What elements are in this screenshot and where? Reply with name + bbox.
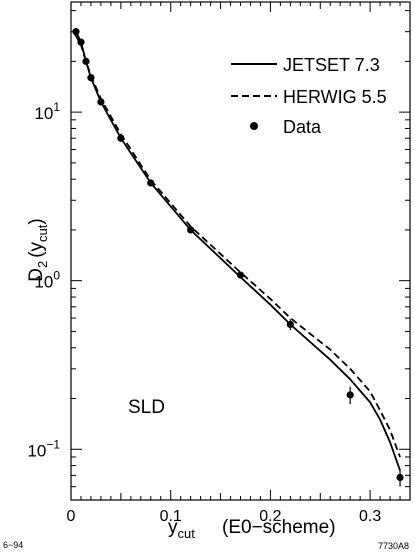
data-point [77,38,85,46]
data-point [82,57,90,65]
legend-label-data: Data [283,117,322,137]
data-point [147,179,155,187]
axis-ticks [70,2,411,501]
data-point [236,271,245,279]
plot-frame [70,1,411,501]
legend-data-marker [250,122,258,130]
herwig-curve [74,33,401,458]
data-point [72,28,80,36]
data-point [346,391,354,399]
y-axis-label: D2(ycut) [26,218,50,281]
experiment-label: SLD [128,397,165,418]
x-tick-label: 0.2 [259,508,281,525]
svg-text:(E0−scheme): (E0−scheme) [222,517,336,538]
x-tick-label: 0 [67,508,76,525]
y-tick-label: 101 [34,100,60,123]
data-point [286,320,294,329]
data-point [117,134,125,142]
data-point [87,74,95,82]
x-axis-label: ycut (E0−scheme) [168,517,336,541]
legend: JETSET 7.3 HERWIG 5.5 Data [231,55,387,137]
legend-label-herwig: HERWIG 5.5 [283,87,387,107]
svg-text:ycut: ycut [168,517,195,541]
x-tick-label: 0.1 [160,508,182,525]
svg-text:D2(ycut): D2(ycut) [26,218,50,281]
tick-labels: 0 0.1 0.2 0.3 101 100 10−1 [27,100,381,525]
data-point [187,226,195,234]
legend-label-jetset: JETSET 7.3 [283,55,380,75]
x-tick-label: 0.3 [359,508,381,525]
footer-figure-code: 7730A8 [378,541,409,551]
series-layer [72,28,404,487]
footer-date: 6−94 [3,540,23,550]
data-point [396,473,404,482]
y-tick-label: 10−1 [27,437,60,460]
data-point [97,98,105,106]
y-tick-label: 100 [34,269,60,292]
